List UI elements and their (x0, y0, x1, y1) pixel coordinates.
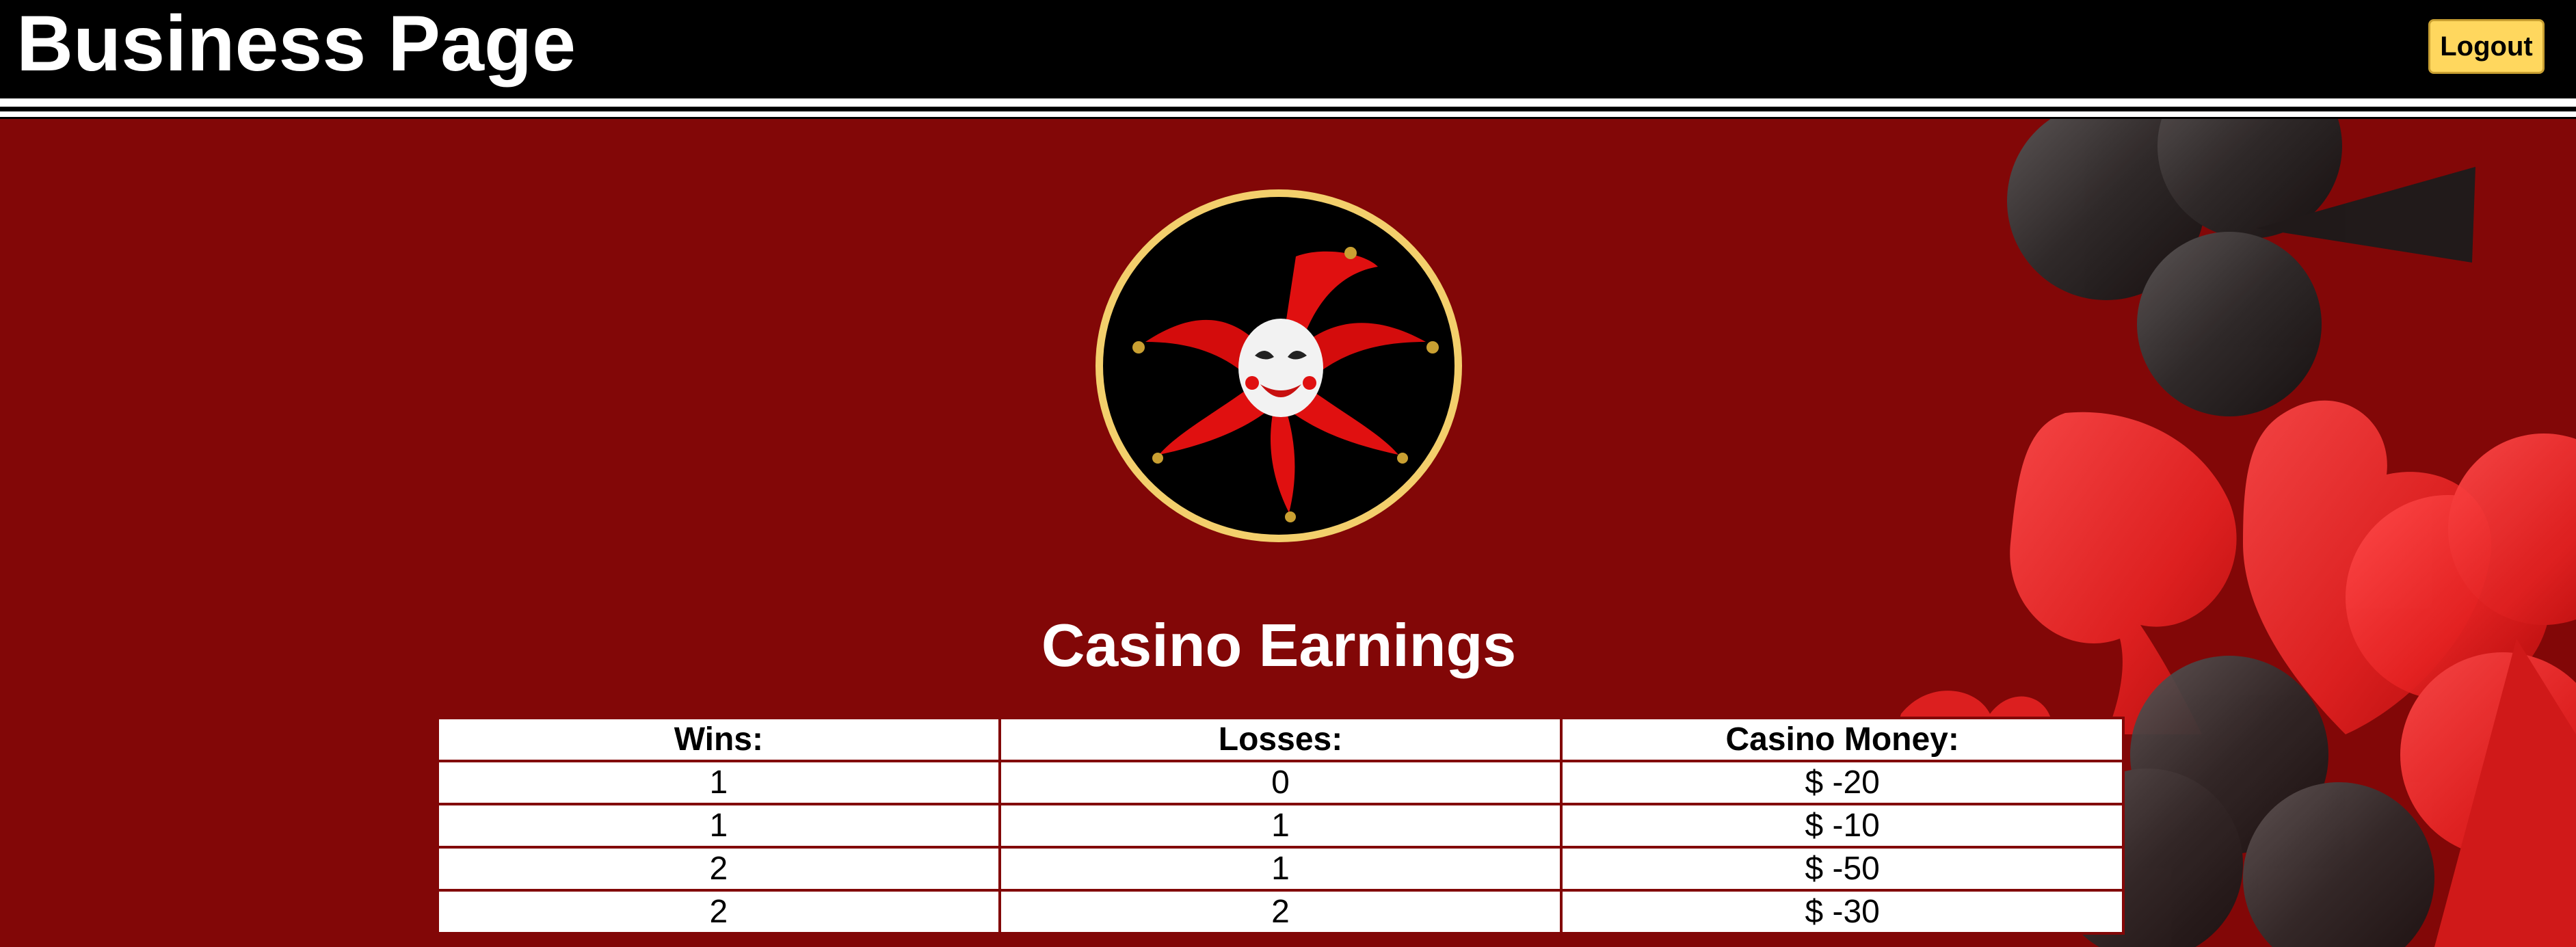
table-header-row: Wins: Losses: Casino Money: (436, 717, 2125, 762)
club-red-icon (2346, 434, 2576, 947)
table-row: 1 0 $ -20 (436, 760, 2125, 805)
header-divider-bottom (0, 111, 2576, 117)
cell-casino-money: $ -50 (1560, 846, 2125, 892)
section-title: Casino Earnings (1041, 611, 1517, 679)
cell-wins: 2 (436, 889, 1001, 935)
main-content: Casino Earnings Wins: Losses: Casino Mon… (0, 119, 2576, 947)
cell-losses: 2 (998, 889, 1563, 935)
cell-wins: 2 (436, 846, 1001, 892)
header-bar: Business Page Logout (0, 0, 2576, 97)
table-row: 2 1 $ -50 (436, 846, 2125, 892)
logout-button[interactable]: Logout (2428, 19, 2545, 74)
cell-wins: 1 (436, 803, 1001, 849)
column-header-casino-money: Casino Money: (1560, 717, 2125, 762)
cell-wins: 1 (436, 760, 1001, 805)
cell-casino-money: $ -30 (1560, 889, 2125, 935)
column-header-losses: Losses: (998, 717, 1563, 762)
cell-losses: 1 (998, 803, 1563, 849)
cell-losses: 0 (998, 760, 1563, 805)
cell-losses: 1 (998, 846, 1563, 892)
table-row: 2 2 $ -30 (436, 889, 2125, 935)
cell-casino-money: $ -20 (1560, 760, 2125, 805)
earnings-table: Wins: Losses: Casino Money: 1 0 $ -20 1 … (436, 717, 2125, 935)
table-row: 1 1 $ -10 (436, 803, 2125, 849)
column-header-wins: Wins: (436, 717, 1001, 762)
card-suits-decoration (1898, 119, 2576, 947)
jester-logo-icon (1096, 189, 1462, 542)
spade-red-icon (2010, 412, 2237, 734)
page-title: Business Page (16, 0, 576, 88)
header-divider-top (0, 98, 2576, 107)
club-black-icon (2007, 119, 2475, 416)
cell-casino-money: $ -10 (1560, 803, 2125, 849)
